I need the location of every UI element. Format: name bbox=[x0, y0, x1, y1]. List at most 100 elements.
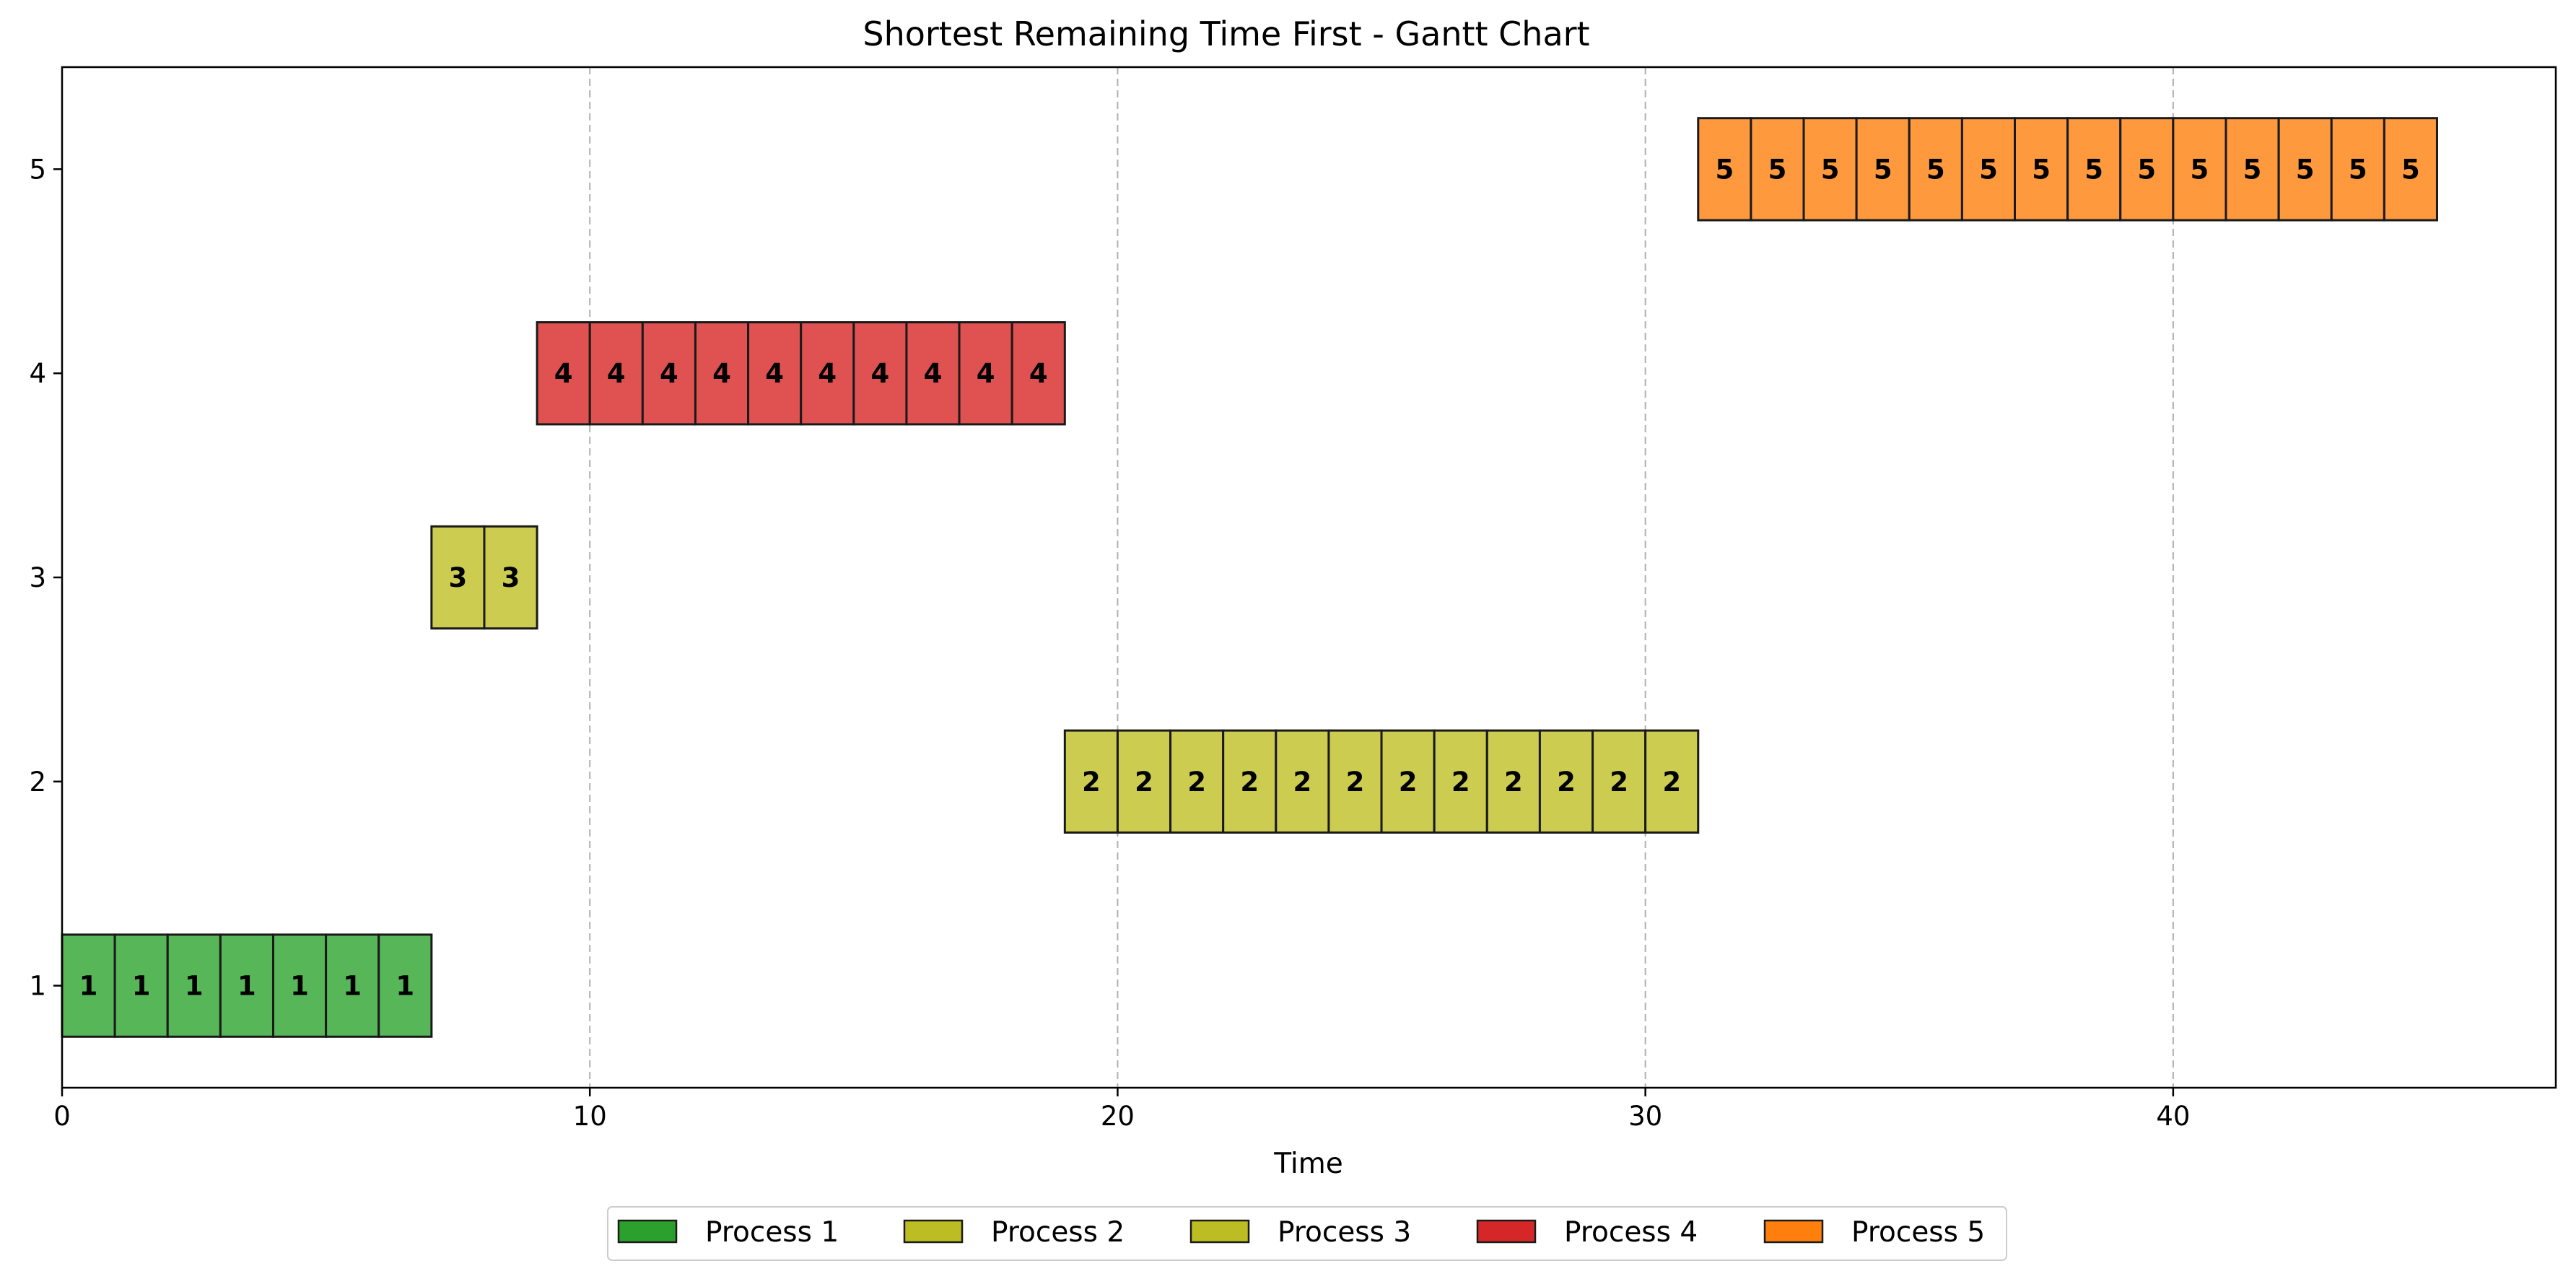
segment-label: 5 bbox=[1926, 154, 1945, 185]
y-axis: 1 2 3 4 5 bbox=[29, 154, 62, 1002]
segment-label: 4 bbox=[924, 358, 943, 389]
process-segments: 1 1 1 1 1 1 12 2 2 2 2 2 2 2 2 2 2 23 34 4 4 4 4 4 4 4 4 45 5 5 5 5 5 5 5 5… bbox=[61, 117, 2438, 1038]
legend-item: Process 5 bbox=[1763, 1216, 1985, 1249]
process-segment bbox=[588, 321, 644, 426]
segment-label: 4 bbox=[871, 358, 890, 389]
process-segment bbox=[1327, 729, 1383, 834]
process-segment bbox=[2119, 117, 2175, 222]
segment-label: 1 bbox=[237, 971, 256, 1002]
process-segment bbox=[1116, 729, 1172, 834]
segment-label: 2 bbox=[1187, 767, 1206, 798]
legend-item: Process 3 bbox=[1189, 1216, 1411, 1249]
segment-label: 4 bbox=[554, 358, 573, 389]
process-bar: 1 1 1 1 1 1 1 bbox=[61, 933, 433, 1038]
process-segment bbox=[1010, 321, 1066, 426]
legend-swatch bbox=[1189, 1219, 1250, 1244]
segment-label: 4 bbox=[1029, 358, 1048, 389]
process-segment bbox=[2383, 117, 2438, 222]
segment-label: 4 bbox=[660, 358, 678, 389]
process-segment bbox=[2330, 117, 2385, 222]
segment-label: 1 bbox=[79, 971, 98, 1002]
y-tick-label: 2 bbox=[29, 767, 46, 798]
process-segment bbox=[1697, 117, 1752, 222]
legend-swatch bbox=[1763, 1219, 1824, 1244]
legend-label: Process 5 bbox=[1851, 1216, 1985, 1249]
segment-label: 4 bbox=[977, 358, 995, 389]
segment-label: 2 bbox=[1135, 767, 1153, 798]
x-axis-label: Time bbox=[1273, 1148, 1342, 1180]
process-segment bbox=[958, 321, 1013, 426]
process-segment bbox=[852, 321, 908, 426]
segment-label: 3 bbox=[449, 562, 468, 593]
process-bar: 4 4 4 4 4 4 4 4 4 4 bbox=[536, 321, 1066, 426]
segment-label: 5 bbox=[2032, 154, 2051, 185]
process-segment bbox=[271, 933, 328, 1038]
legend-swatch bbox=[1476, 1219, 1537, 1244]
segment-label: 4 bbox=[712, 358, 731, 389]
process-segment bbox=[325, 933, 380, 1038]
process-segment bbox=[219, 933, 274, 1038]
process-segment bbox=[2066, 117, 2122, 222]
process-bar: 2 2 2 2 2 2 2 2 2 2 2 2 bbox=[1063, 729, 1700, 834]
segment-label: 5 bbox=[2243, 154, 2262, 185]
segment-label: 5 bbox=[2401, 154, 2420, 185]
segment-label: 2 bbox=[1399, 767, 1418, 798]
segment-label: 2 bbox=[1293, 767, 1311, 798]
process-segment bbox=[1169, 729, 1225, 834]
chart-title: Shortest Remaining Time First - Gantt Ch… bbox=[863, 14, 1589, 53]
process-segment bbox=[2172, 117, 2227, 222]
segment-label: 5 bbox=[1768, 154, 1787, 185]
x-axis: 0 10 20 30 40 bbox=[53, 1088, 2190, 1132]
segment-label: 2 bbox=[1662, 767, 1681, 798]
process-segment bbox=[536, 321, 591, 426]
y-tick-label: 4 bbox=[29, 358, 46, 389]
segment-label: 4 bbox=[607, 358, 626, 389]
grid-lines bbox=[589, 67, 2174, 1088]
x-tick-label: 30 bbox=[1628, 1101, 1662, 1132]
legend-item: Process 4 bbox=[1476, 1216, 1698, 1249]
process-segment bbox=[747, 321, 803, 426]
segment-label: 1 bbox=[343, 971, 362, 1002]
segment-label: 3 bbox=[502, 562, 520, 593]
y-tick-label: 1 bbox=[29, 971, 46, 1002]
process-segment bbox=[800, 321, 855, 426]
process-segment bbox=[430, 525, 486, 630]
segment-label: 1 bbox=[132, 971, 151, 1002]
y-tick-label: 3 bbox=[29, 562, 46, 593]
segment-label: 4 bbox=[818, 358, 837, 389]
x-tick-label: 10 bbox=[573, 1101, 607, 1132]
process-segment bbox=[1063, 729, 1119, 834]
segment-label: 5 bbox=[1715, 154, 1734, 185]
x-tick-label: 20 bbox=[1101, 1101, 1135, 1132]
segment-label: 5 bbox=[1821, 154, 1840, 185]
process-segment bbox=[1855, 117, 1911, 222]
process-segment bbox=[483, 525, 538, 630]
segment-label: 1 bbox=[396, 971, 414, 1002]
segment-label: 2 bbox=[1451, 767, 1470, 798]
legend-swatch bbox=[903, 1219, 964, 1244]
process-segment bbox=[1592, 729, 1647, 834]
segment-label: 2 bbox=[1504, 767, 1523, 798]
process-segment bbox=[1222, 729, 1278, 834]
legend-item: Process 2 bbox=[903, 1216, 1125, 1249]
process-segment bbox=[2277, 117, 2333, 222]
legend-swatch bbox=[617, 1219, 678, 1244]
segment-label: 2 bbox=[1346, 767, 1365, 798]
process-segment bbox=[377, 933, 433, 1038]
segment-label: 5 bbox=[1874, 154, 1892, 185]
process-segment bbox=[113, 933, 169, 1038]
legend-item: Process 1 bbox=[617, 1216, 839, 1249]
process-bar: 5 5 5 5 5 5 5 5 5 5 5 5 5 5 bbox=[1697, 117, 2438, 222]
process-segment bbox=[1275, 729, 1330, 834]
x-tick-label: 0 bbox=[53, 1101, 71, 1132]
process-segment bbox=[2224, 117, 2280, 222]
segment-label: 2 bbox=[1082, 767, 1101, 798]
process-segment bbox=[905, 321, 961, 426]
y-tick-label: 5 bbox=[29, 154, 46, 185]
segment-label: 2 bbox=[1557, 767, 1576, 798]
legend-label: Process 2 bbox=[991, 1216, 1125, 1249]
segment-label: 5 bbox=[2191, 154, 2209, 185]
segment-label: 1 bbox=[185, 971, 204, 1002]
legend: Process 1 Process 2 Process 3 Process 4 Proc… bbox=[607, 1206, 2007, 1261]
